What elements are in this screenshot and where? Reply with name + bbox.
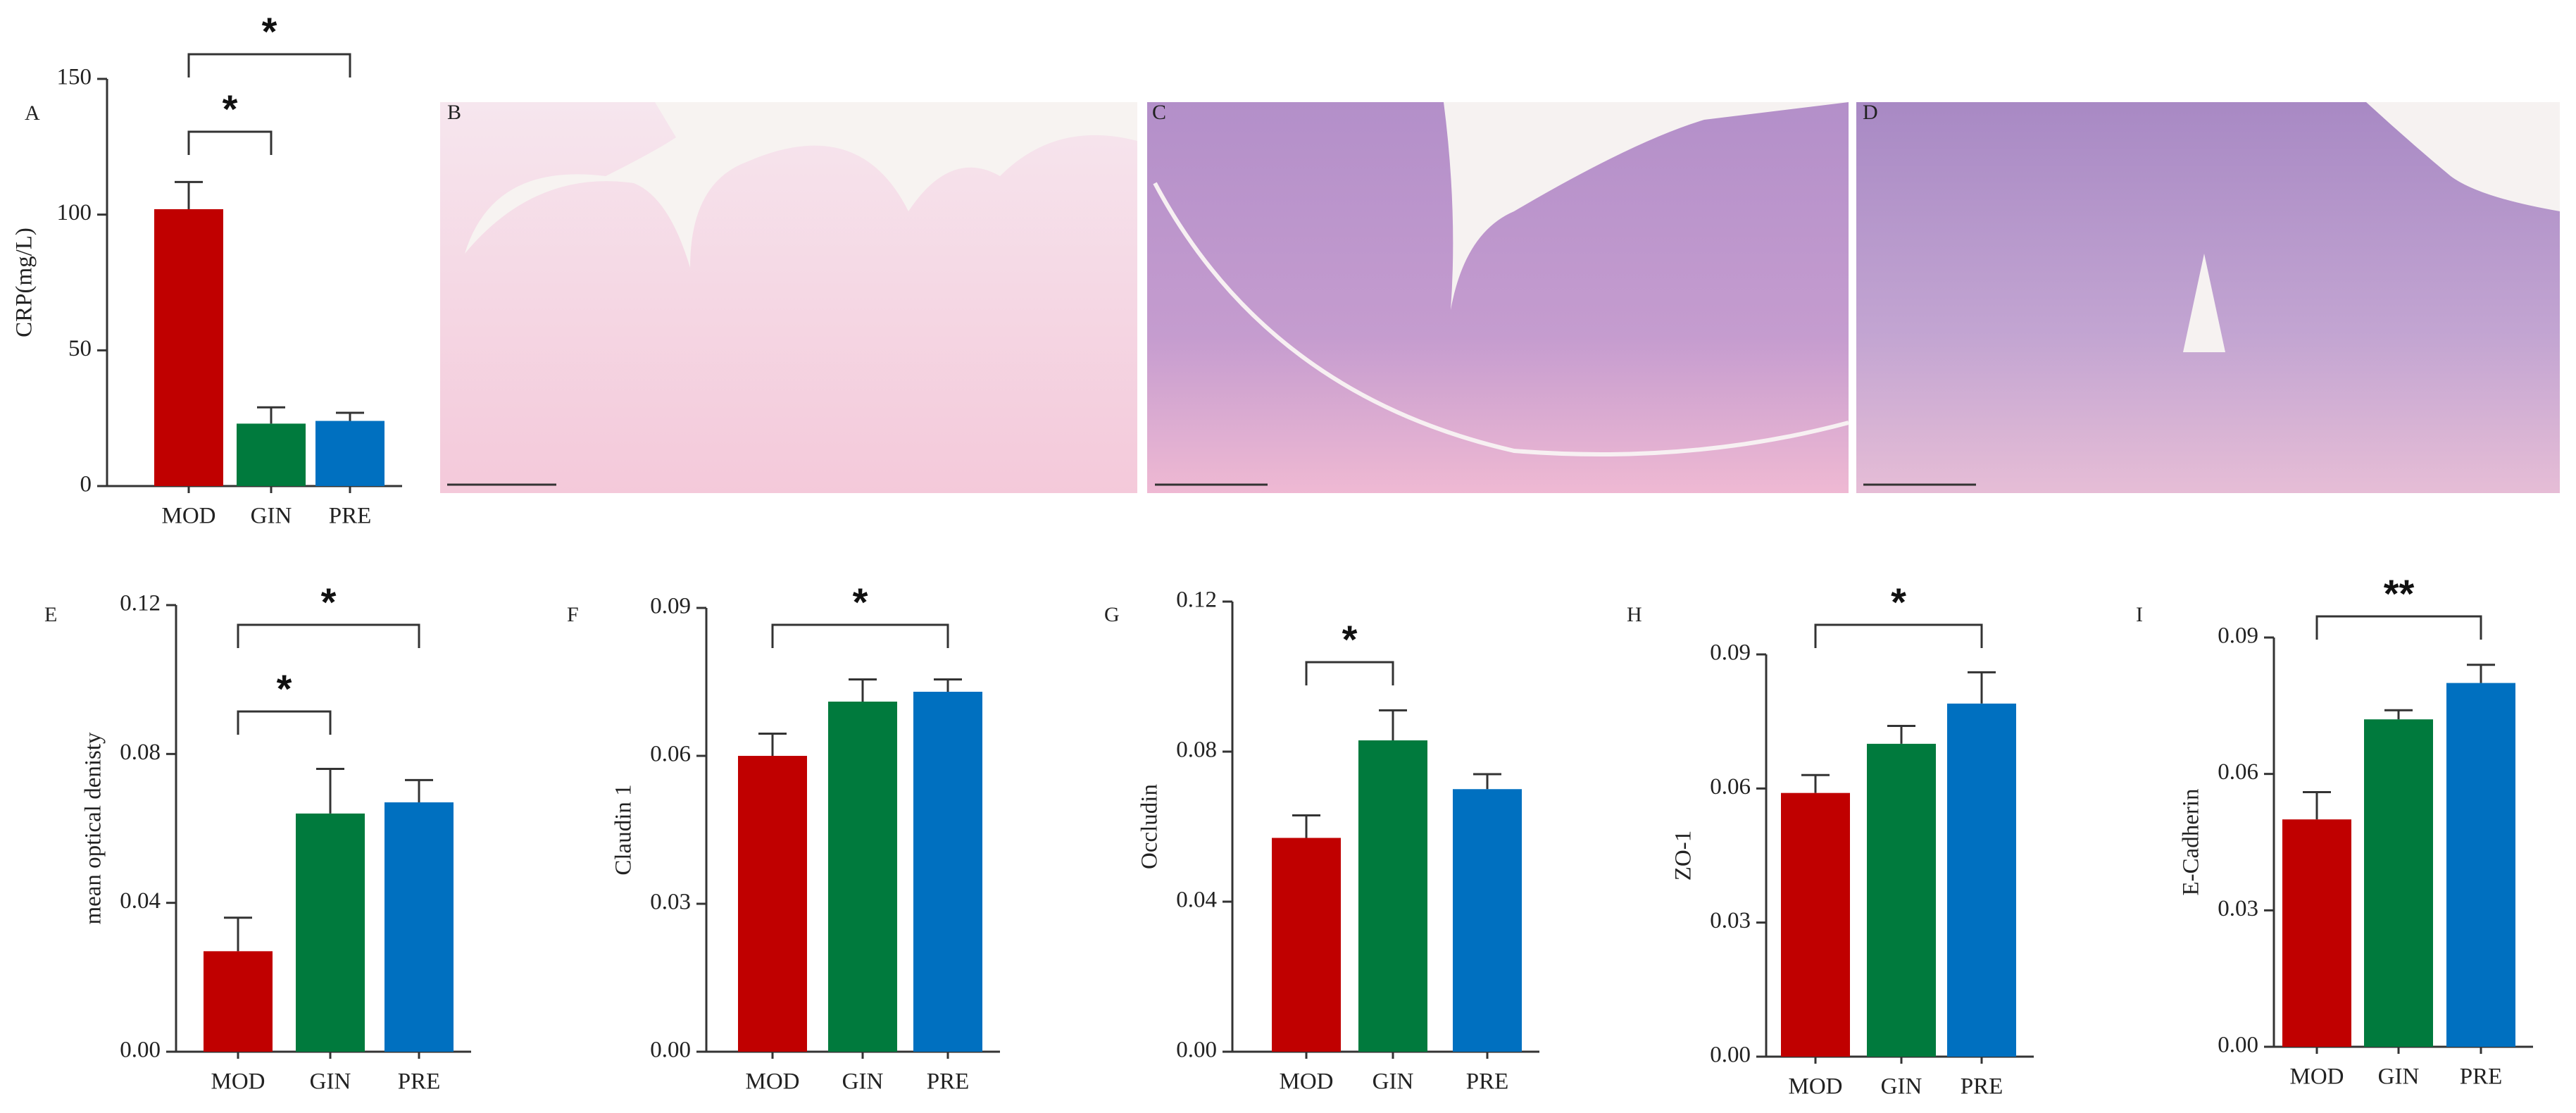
y-tick-label: 0.08 [1176, 738, 1217, 763]
panel-label: D [1863, 101, 1878, 124]
y-tick-label: 0.09 [650, 594, 691, 619]
y-tick-label: 0.04 [120, 888, 161, 914]
significance-label: ** [2384, 571, 2415, 616]
bar [296, 813, 365, 1052]
y-tick-label: 0.09 [2218, 623, 2258, 649]
x-tick-label: PRE [1466, 1069, 1509, 1095]
bar [1947, 703, 2016, 1057]
significance-bracket [1305, 661, 1394, 685]
significance-bracket [237, 623, 420, 648]
bar [237, 423, 306, 486]
significance-label: * [1891, 580, 1906, 624]
y-tick-label: 0.00 [2218, 1033, 2258, 1058]
bar [315, 421, 384, 486]
bar [738, 756, 807, 1052]
x-tick-label: GIN [842, 1069, 884, 1095]
significance-label: * [321, 580, 337, 624]
x-tick-label: MOD [161, 504, 215, 529]
panel-label: I [2136, 603, 2143, 626]
y-tick-label: 0.00 [650, 1038, 691, 1063]
y-axis-label: ZO-1 [1671, 831, 1696, 881]
micrograph [1856, 102, 2560, 493]
y-axis-label: CRP(mg/L) [12, 228, 37, 337]
bar [1358, 740, 1427, 1052]
significance-label: * [277, 666, 292, 711]
y-tick-label: 0.00 [120, 1038, 161, 1063]
y-tick-label: 0.09 [1710, 640, 1751, 666]
y-tick-label: 0.00 [1710, 1043, 1751, 1068]
y-axis-label: Claudin 1 [611, 784, 637, 875]
x-tick-label: MOD [211, 1069, 265, 1095]
x-tick-label: MOD [1279, 1069, 1333, 1095]
y-axis-label: Occludin [1137, 784, 1163, 869]
x-tick-label: MOD [2289, 1064, 2344, 1090]
panel-label: G [1104, 603, 1120, 626]
y-tick-label: 100 [57, 200, 92, 225]
bar [913, 692, 982, 1052]
micrograph [1147, 102, 1849, 493]
bar [1453, 789, 1522, 1052]
y-tick-label: 0.03 [2218, 896, 2258, 921]
x-tick-label: GIN [1373, 1069, 1414, 1095]
significance-bracket [2315, 615, 2482, 640]
y-axis-label: mean optical denisty [81, 732, 106, 925]
panel-label: E [44, 603, 57, 626]
bar [204, 951, 273, 1052]
y-tick-label: 0.04 [1176, 888, 1217, 913]
y-tick-label: 0.03 [1710, 908, 1751, 933]
panel-label: F [567, 603, 579, 626]
bar [2446, 683, 2515, 1047]
y-tick-label: 0.03 [650, 890, 691, 915]
micrograph [440, 102, 1137, 493]
bar [2282, 819, 2351, 1047]
bar [1781, 792, 1850, 1057]
x-tick-label: PRE [2460, 1064, 2503, 1090]
panel-label: A [25, 101, 40, 125]
panel-label: H [1627, 603, 1642, 626]
x-tick-label: MOD [1788, 1074, 1842, 1100]
significance-bracket [771, 623, 949, 648]
x-tick-label: GIN [2378, 1064, 2420, 1090]
x-tick-label: GIN [251, 504, 292, 529]
y-tick-label: 150 [57, 65, 92, 90]
x-tick-label: GIN [1881, 1074, 1922, 1100]
significance-bracket [187, 53, 351, 77]
significance-bracket [187, 130, 273, 155]
bar [2364, 719, 2433, 1047]
panel-label: C [1152, 101, 1166, 124]
x-tick-label: PRE [1961, 1074, 2003, 1100]
significance-bracket [1814, 623, 1983, 648]
bar [1272, 838, 1341, 1052]
x-tick-label: PRE [398, 1069, 441, 1095]
bar [154, 209, 223, 486]
y-tick-label: 0.12 [120, 591, 161, 616]
x-tick-label: PRE [329, 504, 372, 529]
y-tick-label: 0 [80, 472, 92, 497]
y-tick-label: 0.08 [120, 740, 161, 765]
y-tick-label: 0.06 [650, 742, 691, 767]
x-tick-label: GIN [310, 1069, 351, 1095]
bar [1867, 743, 1936, 1057]
y-tick-label: 0.12 [1176, 587, 1217, 613]
significance-label: * [1342, 617, 1358, 661]
significance-bracket [237, 710, 332, 735]
x-tick-label: PRE [927, 1069, 970, 1095]
significance-label: * [262, 9, 277, 54]
significance-label: * [223, 87, 238, 131]
x-tick-label: MOD [745, 1069, 799, 1095]
bar [384, 802, 454, 1052]
significance-label: * [853, 580, 868, 624]
y-axis-label: E-Cadherin [2179, 788, 2204, 895]
panel-label: B [447, 101, 461, 124]
y-tick-label: 0.00 [1176, 1038, 1217, 1063]
y-tick-label: 0.06 [2218, 759, 2258, 785]
bar [828, 702, 897, 1052]
y-tick-label: 50 [68, 336, 92, 361]
y-tick-label: 0.06 [1710, 774, 1751, 800]
